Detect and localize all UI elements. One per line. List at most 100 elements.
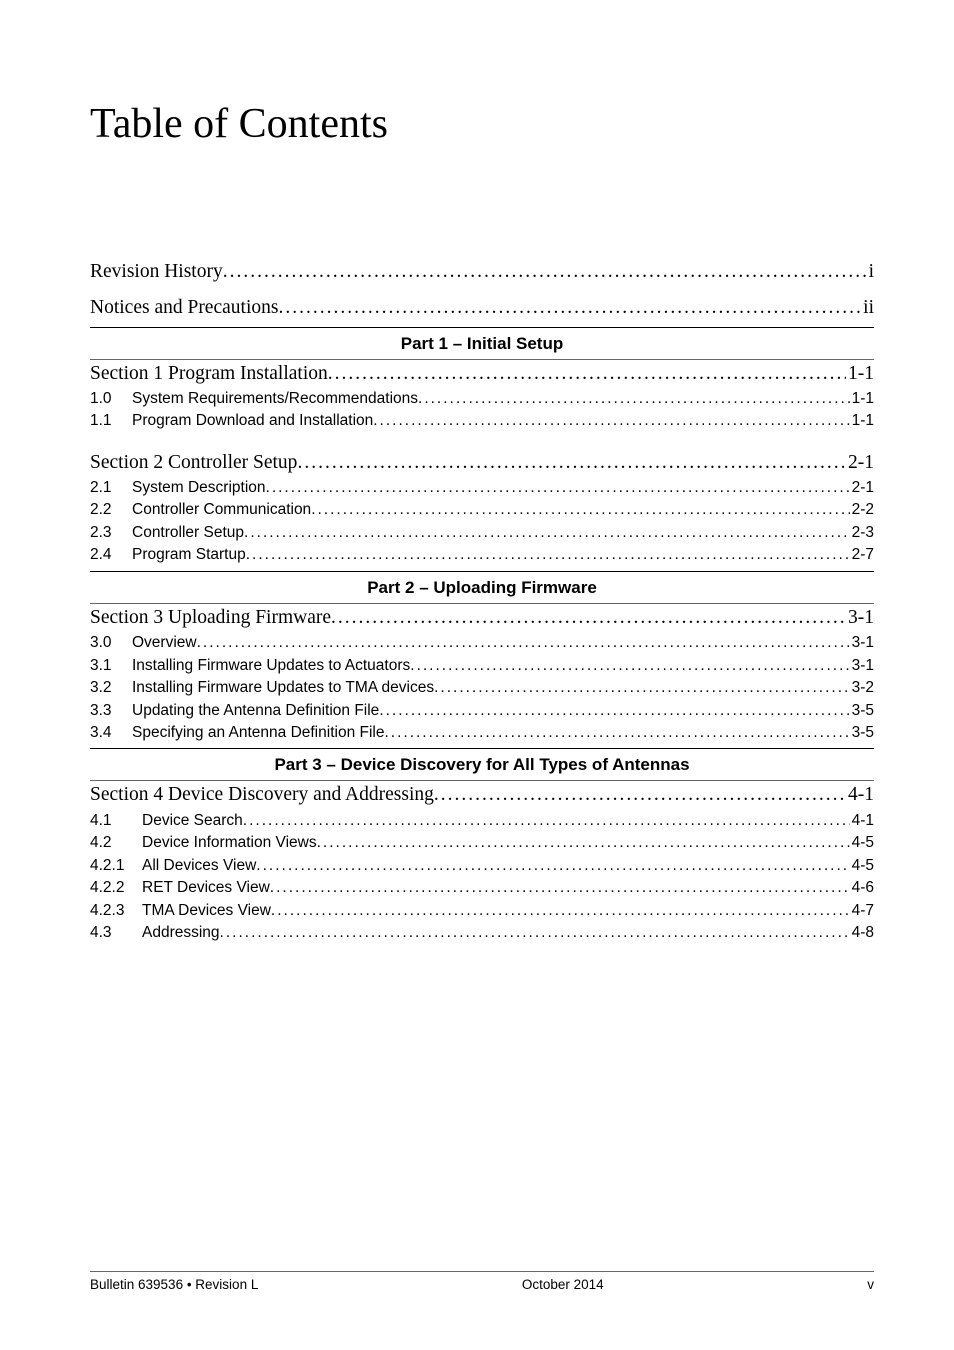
toc-label: Section 1 Program Installation xyxy=(90,360,328,388)
toc-number: 2.2 xyxy=(90,499,132,521)
toc-entry: 1.0 System Requirements/Recommendations … xyxy=(90,388,874,410)
toc-page: 4-5 xyxy=(850,832,874,854)
toc-leader-dots xyxy=(244,522,850,544)
toc-section-block: Section 3 Uploading Firmware 3-1 3.0 Ove… xyxy=(90,604,874,745)
toc-page: 4-7 xyxy=(850,900,874,922)
toc-number: 3.3 xyxy=(90,700,132,722)
toc-page: 3-5 xyxy=(850,700,874,722)
toc-label: Device Information Views xyxy=(142,832,317,854)
toc-entry: 4.2.2 RET Devices View 4-6 xyxy=(90,877,874,899)
toc-number: 4.2.1 xyxy=(90,855,142,877)
toc-section-block: Section 1 Program Installation 1-1 1.0 S… xyxy=(90,360,874,433)
toc-entry: 3.1 Installing Firmware Updates to Actua… xyxy=(90,655,874,677)
toc-label: Installing Firmware Updates to Actuators xyxy=(132,655,410,677)
toc-number: 3.4 xyxy=(90,722,132,744)
toc-leader-dots xyxy=(311,499,849,521)
toc-entry: Revision History i xyxy=(90,258,874,286)
toc-number: 4.2 xyxy=(90,832,142,854)
toc-leader-dots xyxy=(317,832,850,854)
toc-entry: 2.4 Program Startup 2-7 xyxy=(90,544,874,566)
toc-label: Section 3 Uploading Firmware xyxy=(90,604,331,632)
toc-leader-dots xyxy=(410,655,849,677)
toc-leader-dots xyxy=(243,810,850,832)
toc-number: 4.2.2 xyxy=(90,877,142,899)
toc-label: Notices and Precautions xyxy=(90,294,278,322)
toc-leader-dots xyxy=(266,477,850,499)
toc-page: 4-5 xyxy=(850,855,874,877)
toc-page: 1-1 xyxy=(846,360,874,388)
toc-label: Program Startup xyxy=(132,544,246,566)
toc-page: 4-1 xyxy=(850,810,874,832)
toc-leader-dots xyxy=(197,632,850,654)
toc-label: Program Download and Installation xyxy=(132,410,373,432)
toc-number: 1.1 xyxy=(90,410,132,432)
toc-number: 2.4 xyxy=(90,544,132,566)
toc-leader-dots xyxy=(434,781,846,809)
toc-label: Updating the Antenna Definition File xyxy=(132,700,379,722)
toc-entry: Notices and Precautions ii xyxy=(90,294,874,322)
toc-leader-dots xyxy=(297,449,846,477)
toc-number: 3.0 xyxy=(90,632,132,654)
toc-leader-dots xyxy=(223,258,867,286)
toc-number: 2.1 xyxy=(90,477,132,499)
toc-leader-dots xyxy=(246,544,850,566)
toc-leader-dots xyxy=(328,360,846,388)
toc-page: 1-1 xyxy=(850,388,874,410)
toc-section-entry: Section 1 Program Installation 1-1 xyxy=(90,360,874,388)
toc-leader-dots xyxy=(379,700,849,722)
toc-section-block: Section 2 Controller Setup 2-1 2.1 Syste… xyxy=(90,449,874,567)
toc-page: i xyxy=(867,258,874,286)
toc-entry: 2.3 Controller Setup 2-3 xyxy=(90,522,874,544)
part-heading: Part 3 – Device Discovery for All Types … xyxy=(90,748,874,781)
toc-entry: 1.1 Program Download and Installation 1-… xyxy=(90,410,874,432)
toc-label: System Description xyxy=(132,477,266,499)
part-heading: Part 2 – Uploading Firmware xyxy=(90,571,874,604)
toc-entry: 3.3 Updating the Antenna Definition File… xyxy=(90,700,874,722)
footer-bulletin: Bulletin 639536 • Revision L xyxy=(90,1277,258,1292)
toc-label: Installing Firmware Updates to TMA devic… xyxy=(132,677,434,699)
toc-entry: 4.2.1 All Devices View 4-5 xyxy=(90,855,874,877)
toc-entry: 3.2 Installing Firmware Updates to TMA d… xyxy=(90,677,874,699)
toc-number: 3.1 xyxy=(90,655,132,677)
toc-number: 1.0 xyxy=(90,388,132,410)
toc-leader-dots xyxy=(220,922,850,944)
toc-entry: 4.2 Device Information Views 4-5 xyxy=(90,832,874,854)
toc-label: Controller Setup xyxy=(132,522,244,544)
toc-entry: 3.0 Overview 3-1 xyxy=(90,632,874,654)
toc-entry: 2.2 Controller Communication 2-2 xyxy=(90,499,874,521)
toc-section-block: Section 4 Device Discovery and Addressin… xyxy=(90,781,874,944)
toc-label: Specifying an Antenna Definition File xyxy=(132,722,384,744)
toc-number: 4.1 xyxy=(90,810,142,832)
toc-page: 3-1 xyxy=(850,655,874,677)
toc-section-entry: Section 2 Controller Setup 2-1 xyxy=(90,449,874,477)
toc-label: Addressing xyxy=(142,922,220,944)
toc-page: 2-2 xyxy=(850,499,874,521)
toc-label: Controller Communication xyxy=(132,499,311,521)
toc-page: 3-1 xyxy=(846,604,874,632)
toc-leader-dots xyxy=(270,877,850,899)
toc-label: Section 2 Controller Setup xyxy=(90,449,297,477)
front-matter-block: Revision History i Notices and Precautio… xyxy=(90,258,874,323)
toc-label: Section 4 Device Discovery and Addressin… xyxy=(90,781,434,809)
toc-leader-dots xyxy=(271,900,850,922)
toc-section-entry: Section 3 Uploading Firmware 3-1 xyxy=(90,604,874,632)
toc-entry: 4.3 Addressing 4-8 xyxy=(90,922,874,944)
toc-entry: 3.4 Specifying an Antenna Definition Fil… xyxy=(90,722,874,744)
toc-leader-dots xyxy=(373,410,849,432)
toc-number: 2.3 xyxy=(90,522,132,544)
toc-leader-dots xyxy=(278,294,861,322)
toc-label: System Requirements/Recommendations xyxy=(132,388,418,410)
toc-number: 4.3 xyxy=(90,922,142,944)
toc-page: 2-1 xyxy=(846,449,874,477)
page-title: Table of Contents xyxy=(90,100,874,148)
toc-entry: 2.1 System Description 2-1 xyxy=(90,477,874,499)
part-heading: Part 1 – Initial Setup xyxy=(90,327,874,360)
toc-label: TMA Devices View xyxy=(142,900,271,922)
toc-page: ii xyxy=(861,294,874,322)
toc-entry: 4.1 Device Search 4-1 xyxy=(90,810,874,832)
footer-page-number: v xyxy=(867,1277,874,1292)
toc-page: 2-1 xyxy=(850,477,874,499)
toc-label: All Devices View xyxy=(142,855,256,877)
toc-page: 4-1 xyxy=(846,781,874,809)
toc-entry: 4.2.3 TMA Devices View 4-7 xyxy=(90,900,874,922)
